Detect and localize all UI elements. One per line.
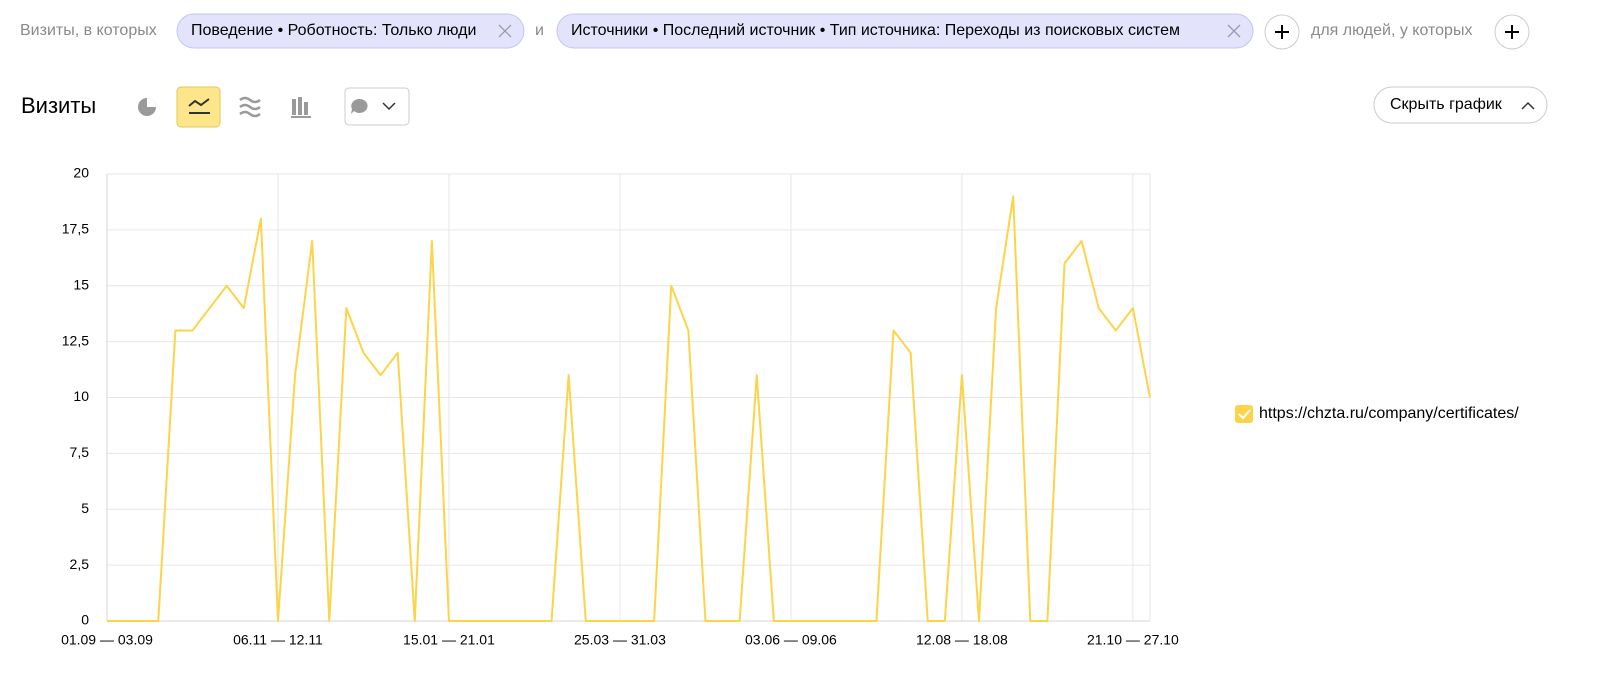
report-title: Визиты [21,93,96,118]
chip-close[interactable] [498,24,512,38]
y-tick-label: 5 [81,500,89,516]
x-tick-label: 15.01 — 21.01 [403,632,495,648]
y-tick-label: 20 [73,165,89,181]
button-label: Скрыть график [1390,96,1503,113]
x-tick-label: 01.09 — 03.09 [61,632,153,648]
annotation-dropdown[interactable] [344,87,410,126]
x-tick-label: 25.03 — 31.03 [574,632,666,648]
conjunction: и [535,22,544,39]
hide-chart-button[interactable]: Скрыть график [1373,86,1548,124]
y-tick-label: 10 [73,388,89,404]
series-line [107,195,1151,622]
chip-label: Источники • Последний источник • Тип ист… [571,22,1180,39]
x-tick-label: 21.10 — 27.10 [1087,632,1179,648]
add-button[interactable] [1264,14,1300,50]
x-tick-label: 06.11 — 12.11 [233,632,323,648]
legend-label: https://chzta.ru/company/certificates/ [1259,405,1519,422]
people-label: для людей, у которых [1311,22,1472,39]
chip-label: Поведение • Роботность: Только люди [191,22,476,39]
bar-type[interactable] [291,97,311,118]
filter-chip[interactable]: Источники • Последний источник • Тип ист… [556,13,1254,49]
y-tick-label: 0 [81,612,89,628]
filter-chip[interactable]: Поведение • Роботность: Только люди [176,13,525,49]
y-tick-label: 7,5 [70,444,90,460]
y-tick-label: 17,5 [62,221,89,237]
area-type[interactable] [239,96,261,118]
chip-bg [556,13,1254,49]
x-tick-label: 12.08 — 18.08 [916,632,1008,648]
add-button[interactable] [1494,14,1530,50]
line-type[interactable] [176,86,221,128]
x-tick-label: 03.06 — 09.06 [745,632,837,648]
chip-close[interactable] [1227,24,1241,38]
y-tick-label: 15 [73,276,89,292]
legend-check [1238,409,1251,420]
pie-type[interactable] [138,98,156,116]
y-tick-label: 12,5 [62,332,89,348]
filter-prefix: Визиты, в которых [20,22,157,39]
y-tick-label: 2,5 [70,556,90,572]
legend-checkbox[interactable] [1235,405,1253,423]
chip-bg [176,13,525,49]
